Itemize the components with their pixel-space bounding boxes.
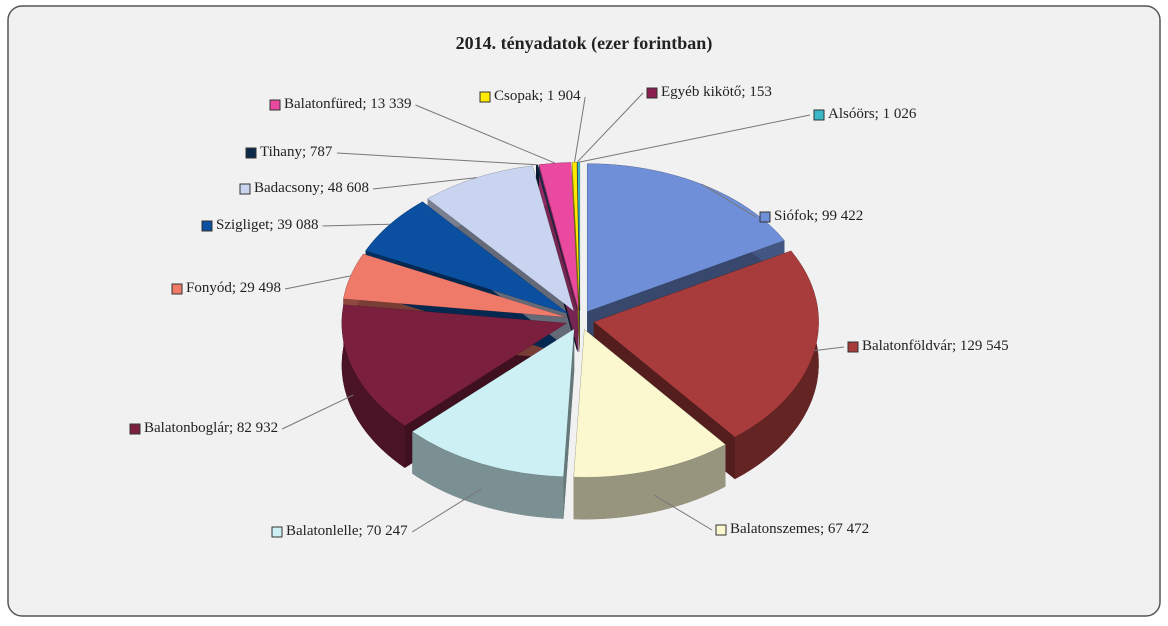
data-label-category: Badacsony	[254, 180, 320, 196]
legend-marker	[270, 100, 280, 110]
legend-marker	[130, 424, 140, 434]
legend-marker	[480, 92, 490, 102]
data-label: Szigliget; 39 088	[216, 217, 319, 233]
data-label: Siófok; 99 422	[774, 208, 863, 224]
legend-marker	[716, 525, 726, 535]
data-label-separator: ;	[229, 420, 237, 436]
data-label-category: Tihany	[260, 144, 302, 160]
data-label-separator: ;	[269, 217, 277, 233]
data-label-value: 67 472	[828, 521, 869, 537]
data-label-value: 1 904	[547, 88, 581, 104]
data-label-category: Szigliget	[216, 217, 270, 233]
data-label: Balatonszemes; 67 472	[730, 521, 869, 537]
data-label-value: 787	[310, 144, 333, 160]
data-label-separator: ;	[232, 280, 240, 296]
data-label-separator: ;	[358, 523, 366, 539]
legend-marker	[240, 184, 250, 194]
data-label-separator: ;	[820, 521, 828, 537]
data-label: Csopak; 1 904	[494, 88, 581, 104]
data-label: Fonyód; 29 498	[186, 280, 281, 296]
data-label-separator: ;	[741, 84, 749, 100]
legend-marker	[172, 284, 182, 294]
data-label: Balatonboglár; 82 932	[144, 420, 278, 436]
data-label-category: Balatonlelle	[286, 523, 359, 539]
legend-marker	[647, 88, 657, 98]
legend-marker	[202, 221, 212, 231]
data-label-value: 1 026	[883, 106, 917, 122]
legend-marker	[760, 212, 770, 222]
legend-marker	[814, 110, 824, 120]
data-label-category: Csopak	[494, 88, 540, 104]
data-label-value: 39 088	[277, 217, 318, 233]
data-label-value: 70 247	[366, 523, 408, 539]
data-label-value: 99 422	[822, 208, 863, 224]
data-label: Alsóörs; 1 026	[828, 106, 917, 122]
data-label-value: 153	[749, 84, 772, 100]
data-label: Balatonfüred; 13 339	[284, 96, 411, 112]
data-label-category: Egyéb kikötő	[661, 84, 741, 100]
data-label-category: Balatonszemes	[730, 521, 820, 537]
data-label-separator: ;	[302, 144, 310, 160]
data-label: Badacsony; 48 608	[254, 180, 369, 196]
data-label-separator: ;	[362, 96, 370, 112]
chart-frame	[8, 6, 1160, 616]
data-label-separator: ;	[539, 88, 547, 104]
data-label-value: 129 545	[960, 338, 1009, 354]
data-label-category: Fonyód	[186, 280, 232, 296]
data-label-value: 13 339	[370, 96, 411, 112]
legend-marker	[246, 148, 256, 158]
data-label-separator: ;	[320, 180, 328, 196]
data-label: Balatonlelle; 70 247	[286, 523, 408, 539]
data-label-category: Siófok	[774, 208, 815, 224]
data-label-category: Balatonfüred	[284, 96, 363, 112]
data-label-separator: ;	[814, 208, 822, 224]
legend-marker	[848, 342, 858, 352]
data-label-category: Balatonboglár	[144, 420, 229, 436]
legend-marker	[272, 527, 282, 537]
data-label-value: 82 932	[237, 420, 278, 436]
chart-title: 2014. tényadatok (ezer forintban)	[456, 33, 713, 54]
data-label: Egyéb kikötő; 153	[661, 84, 772, 100]
data-label-category: Balatonföldvár	[862, 338, 952, 354]
data-label-separator: ;	[952, 338, 960, 354]
data-label: Tihany; 787	[260, 144, 333, 160]
data-label-value: 29 498	[240, 280, 281, 296]
data-label: Balatonföldvár; 129 545	[862, 338, 1009, 354]
data-label-separator: ;	[875, 106, 883, 122]
data-label-category: Alsóörs	[828, 106, 875, 122]
data-label-value: 48 608	[328, 180, 369, 196]
